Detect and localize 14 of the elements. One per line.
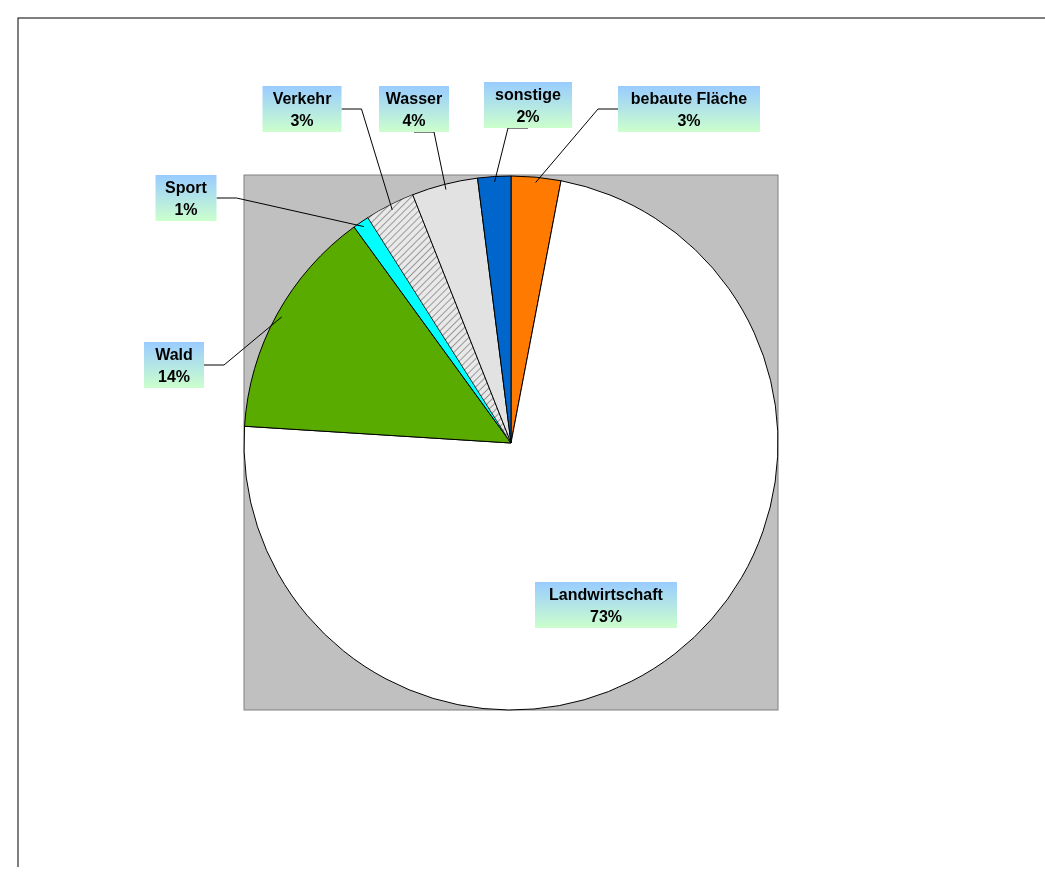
slice-label: Wald <box>155 346 193 363</box>
data-label: 2% <box>516 108 540 125</box>
data-label: 1% <box>174 201 198 218</box>
slice-label: Verkehr <box>272 90 332 107</box>
data-label: 73% <box>589 608 623 625</box>
slice-label: Sport <box>165 179 208 196</box>
slice-label: bebaute Fläche <box>630 90 748 107</box>
slice-label: sonstige <box>495 86 561 103</box>
slice-label: Landwirtschaft <box>549 586 664 603</box>
slice-label: Wasser <box>385 90 443 107</box>
data-label: 3% <box>677 112 701 129</box>
data-label: 14% <box>157 368 191 385</box>
data-label: 3% <box>290 112 314 129</box>
data-label: 4% <box>402 112 426 129</box>
